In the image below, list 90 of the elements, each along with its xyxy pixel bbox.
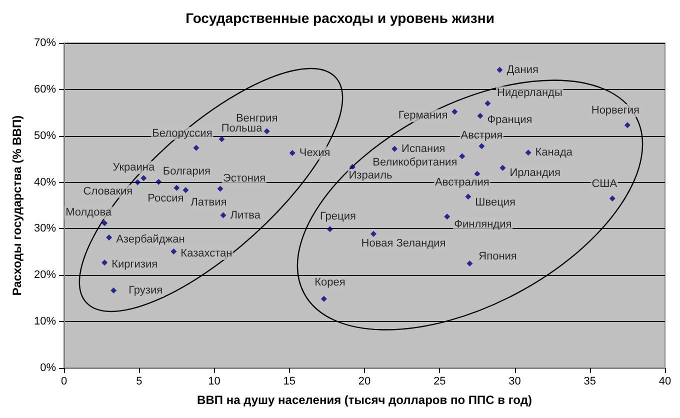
data-label: Израиль <box>348 169 392 182</box>
point <box>102 260 108 266</box>
point <box>477 112 484 119</box>
data-label: Германия <box>398 110 448 122</box>
y-tick-label: 70% <box>34 37 56 49</box>
data-label: Швеция <box>475 196 516 209</box>
y-tick-label: 30% <box>34 222 56 235</box>
point <box>220 212 226 218</box>
point <box>349 164 356 170</box>
data-label: Австралия <box>435 176 490 188</box>
point <box>110 287 117 294</box>
point <box>140 175 147 182</box>
x-tick-label: 20 <box>358 376 371 388</box>
data-label: США <box>592 178 618 190</box>
data-label: Белоруссия <box>152 127 212 140</box>
point <box>320 296 327 302</box>
point <box>609 196 616 202</box>
x-axis-title: ВВП на душу населения (тысяч долларов по ППС в год) <box>197 393 532 407</box>
data-label: Норвегия <box>591 104 640 117</box>
data-label: Латвия <box>190 196 227 209</box>
point <box>484 100 491 106</box>
y-tick-label: 60% <box>34 83 56 96</box>
data-label: Молдова <box>66 206 112 219</box>
point <box>478 143 485 150</box>
point <box>156 178 162 185</box>
point <box>106 234 112 241</box>
point <box>370 230 377 237</box>
data-label: Греция <box>320 210 356 223</box>
point <box>326 226 333 232</box>
chart-title: Государственные расходы и уровень жизни <box>186 10 494 26</box>
data-label: Дания <box>506 64 539 76</box>
point <box>525 150 532 156</box>
data-label: Грузия <box>128 284 163 296</box>
data-label: Великобритания <box>372 156 458 168</box>
data-label: Азербайджан <box>116 234 185 246</box>
data-label: Финляндия <box>454 218 512 231</box>
data-label: Эстония <box>222 172 266 184</box>
data-label: Австрия <box>460 130 503 142</box>
point <box>496 66 503 73</box>
y-axis-title: Расходы государства (% ВВП) <box>10 115 24 296</box>
data-label: Венгрия <box>236 112 278 125</box>
y-tick-label: 20% <box>34 269 56 282</box>
point <box>170 248 177 254</box>
data-label: Испания <box>402 142 446 155</box>
y-tick-label: 40% <box>34 176 56 188</box>
point <box>465 194 472 200</box>
point <box>466 260 473 267</box>
point <box>217 186 224 192</box>
data-label: Франция <box>487 114 532 126</box>
data-label: Россия <box>148 192 184 204</box>
data-label: Корея <box>314 276 346 288</box>
point <box>182 187 189 194</box>
data-label: Нидерланды <box>497 86 562 99</box>
point <box>624 122 630 128</box>
data-label: Новая Зеландия <box>361 237 446 250</box>
x-tick-label: 15 <box>283 376 296 388</box>
data-label: Болгария <box>162 165 211 178</box>
point <box>392 146 398 152</box>
point <box>193 144 200 151</box>
data-label: Казахстан <box>180 247 232 260</box>
point <box>102 220 108 226</box>
point <box>218 136 225 142</box>
data-label: Япония <box>478 250 517 263</box>
point <box>264 128 270 134</box>
y-tick-label: 50% <box>34 130 56 142</box>
x-tick-label: 30 <box>508 376 521 388</box>
data-label: Польша <box>221 122 264 135</box>
x-tick-label: 10 <box>208 376 220 388</box>
x-tick-label: 0 <box>60 376 68 388</box>
y-tick-label: 0% <box>40 362 56 374</box>
point <box>459 153 466 160</box>
data-label: Канада <box>535 146 574 159</box>
point <box>452 108 458 115</box>
x-tick-label: 5 <box>136 376 142 388</box>
data-label: Чехия <box>299 147 330 160</box>
data-label: Ирландия <box>510 166 561 179</box>
x-tick-label: 25 <box>434 376 446 388</box>
x-tick-label: 40 <box>658 376 672 388</box>
data-label: Киргизия <box>112 258 158 271</box>
point <box>289 150 296 156</box>
point <box>444 214 450 220</box>
data-label: Украина <box>112 162 156 174</box>
point <box>474 170 480 177</box>
data-label: Словакия <box>83 185 133 198</box>
point <box>134 179 141 186</box>
x-tick-label: 35 <box>584 376 596 388</box>
data-label: Литва <box>230 209 262 222</box>
point <box>500 164 506 171</box>
y-tick-label: 10% <box>34 316 56 328</box>
point <box>174 184 180 191</box>
